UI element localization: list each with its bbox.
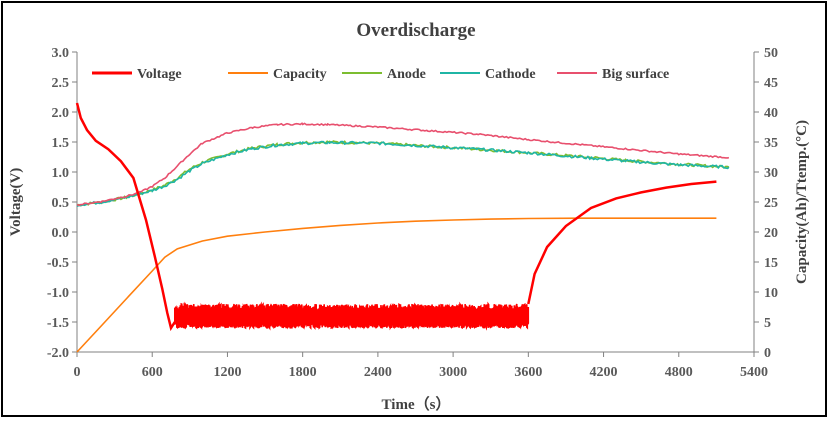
voltage-recovery-line: [527, 180, 717, 305]
y-right-tick-label: 5: [764, 316, 771, 331]
voltage-line: [75, 102, 176, 332]
capacity-line: [76, 217, 717, 353]
y-left-axis-label: Voltage(V): [8, 168, 24, 237]
y-right-tick-label: 45: [764, 76, 778, 91]
x-tick-label: 5400: [740, 365, 768, 380]
y-left-tick-label: 2.5: [52, 76, 70, 91]
x-tick-label: 4800: [665, 365, 693, 380]
y-right-axis-label: Capacity(Ah)/Ttemp.(°C): [794, 120, 810, 284]
voltage-oscillation-band: [174, 301, 530, 331]
y-left-tick-label: -2.0: [47, 346, 69, 361]
x-axis-label: Time（s）: [382, 395, 451, 413]
y-left-tick-label: 3.0: [52, 46, 70, 61]
y-left-tick-label: 0.5: [52, 196, 70, 211]
y-right-tick-label: 30: [764, 166, 778, 181]
legend-label-big-surface: Big surface: [602, 67, 669, 82]
legend-label-voltage: Voltage: [137, 67, 182, 82]
chart-title: Overdischarge: [356, 20, 475, 41]
y-left-tick-label: -0.5: [47, 256, 69, 271]
legend: Voltage Capacity Anode Cathode Big surface: [92, 67, 669, 82]
y-right-tick-label: 40: [764, 106, 778, 121]
x-tick-label: 600: [142, 365, 163, 380]
chart-frame: [1, 1, 827, 417]
x-tick-label: 0: [74, 365, 81, 380]
y-right-tick-label: 10: [764, 286, 778, 301]
x-tick-label: 3000: [439, 365, 467, 380]
cathode-line: [76, 140, 730, 208]
y-right-tick-label: 20: [764, 226, 778, 241]
x-tick-label: 4200: [590, 365, 618, 380]
legend-label-capacity: Capacity: [273, 67, 327, 82]
x-tick-label: 1200: [213, 365, 241, 380]
y-right-tick-label: 50: [764, 46, 778, 61]
x-tick-label: 2400: [364, 365, 392, 380]
axes: 0 600 1200 1800 2400 3000 3600 4200 4800 54003.02…: [47, 46, 778, 380]
y-left-tick-label: 1.5: [52, 136, 70, 151]
y-right-tick-label: 35: [764, 136, 778, 151]
x-tick-label: 3600: [514, 365, 542, 380]
y-left-tick-label: -1.5: [47, 316, 69, 331]
y-left-tick-label: 0.0: [52, 226, 70, 241]
big-surface-line: [76, 122, 730, 207]
legend-label-anode: Anode: [387, 67, 426, 82]
x-tick-label: 1800: [289, 365, 317, 380]
y-left-tick-label: -1.0: [47, 286, 69, 301]
y-left-tick-label: 1.0: [52, 166, 70, 181]
legend-label-cathode: Cathode: [485, 67, 536, 82]
y-right-tick-label: 15: [764, 256, 778, 271]
y-right-tick-label: 25: [764, 196, 778, 211]
series-layer: [75, 102, 730, 353]
y-right-tick-label: 0: [764, 346, 771, 361]
y-left-tick-label: 2.0: [52, 106, 70, 121]
